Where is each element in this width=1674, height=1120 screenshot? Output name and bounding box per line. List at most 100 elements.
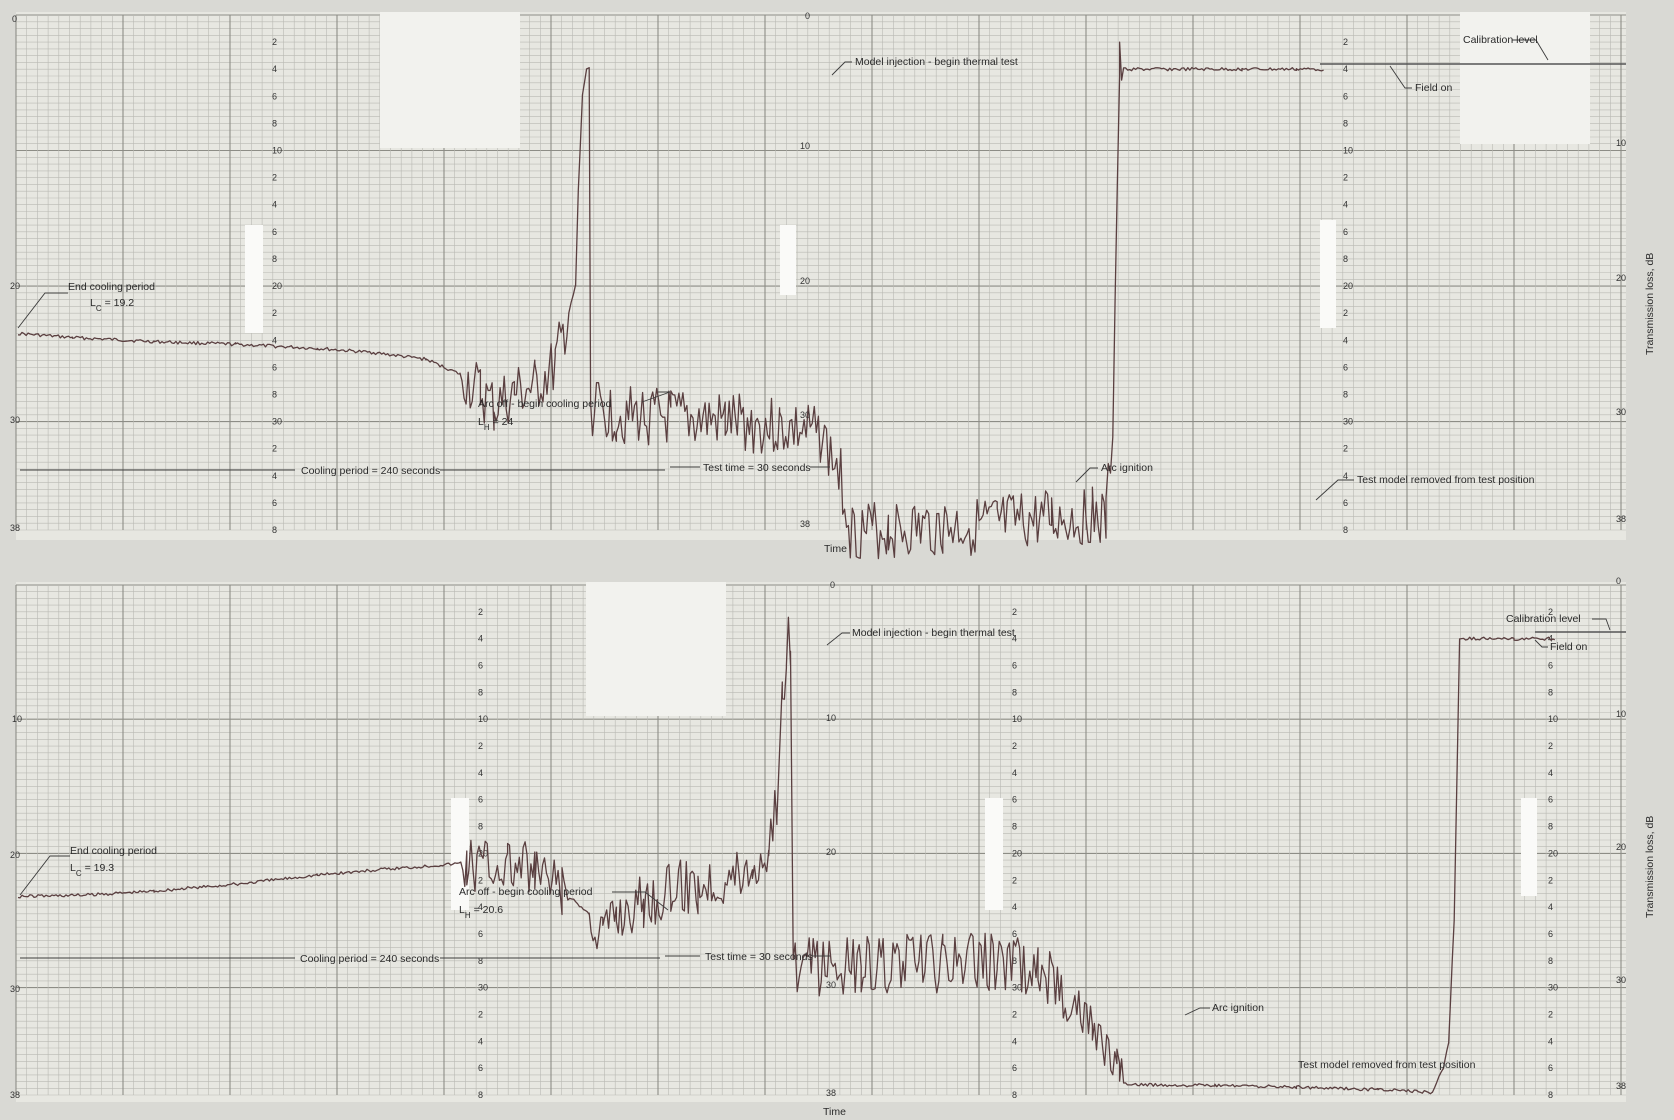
scale-numeral: 2 [1012, 875, 1017, 885]
scale-numeral: 20 [478, 848, 488, 858]
bottom-annotation-test-time: Test time = 30 seconds [705, 951, 813, 963]
scale-numeral: 2 [272, 308, 277, 318]
bottom-leader-calibration [1592, 618, 1611, 631]
bottom-blank-patch [586, 582, 726, 716]
scale-numeral: 4 [1343, 471, 1348, 481]
bottom-mid-tick-38: 38 [826, 1088, 836, 1098]
top-leader-test-model-removed [1315, 479, 1354, 501]
scale-numeral: 2 [1343, 444, 1348, 454]
top-left-tick-20: 20 [10, 281, 20, 291]
top-annotation-field-on: Field on [1415, 82, 1453, 94]
scale-numeral: 6 [1343, 91, 1348, 101]
scale-numeral: 8 [478, 956, 483, 966]
scale-numeral: 2 [1548, 741, 1553, 751]
top-leader-arc-ignition [1075, 467, 1098, 483]
scale-numeral: 10 [1548, 714, 1558, 724]
top-annotation-arc-ignition: Arc ignition [1101, 462, 1153, 474]
scale-numeral: 8 [1343, 254, 1348, 264]
top-left-tick-38: 38 [10, 523, 20, 533]
bottom-y-axis-label: Transmission loss, dB [1644, 816, 1656, 918]
scale-numeral: 4 [272, 471, 277, 481]
scale-numeral: 4 [478, 1036, 483, 1046]
top-right-tick-30: 30 [1616, 407, 1626, 417]
top-annotation-end-cooling: End cooling period [68, 281, 155, 293]
top-tick-labels: 2 4 6 8 10 2 4 6 8 20 2 4 6 8 30 2 4 6 8 2 4 6 8 10 2 4 6 8 20 2 4 6 8 30… [272, 37, 1353, 535]
top-mid-tick-0: 0 [805, 11, 810, 21]
top-annotation-lc-symbol: LC = 19.2 [90, 297, 134, 313]
scale-numeral: 8 [272, 525, 277, 535]
bottom-annotation-lh-symbol: LH = 20.6 [459, 904, 503, 920]
scale-numeral: 4 [272, 64, 277, 74]
scale-numeral: 10 [1012, 714, 1022, 724]
top-mid-tick-30: 30 [800, 410, 810, 420]
bottom-right-tick-30: 30 [1616, 975, 1626, 985]
scale-numeral: 8 [1012, 687, 1017, 697]
scale-numeral: 6 [272, 362, 277, 372]
scale-numeral: 20 [1343, 281, 1353, 291]
bottom-left-tick-30: 30 [10, 984, 20, 994]
top-blank-strip-2 [780, 225, 796, 295]
scale-numeral: 6 [478, 929, 483, 939]
scale-numeral: 6 [1548, 661, 1553, 671]
scale-numeral: 2 [1343, 173, 1348, 183]
top-leader-arc-off [641, 391, 671, 403]
scale-numeral: 6 [272, 498, 277, 508]
scale-numeral: 20 [1548, 848, 1558, 858]
scale-numeral: 6 [272, 91, 277, 101]
scale-numeral: 10 [272, 146, 282, 156]
scale-numeral: 4 [1343, 335, 1348, 345]
scale-numeral: 30 [1343, 417, 1353, 427]
scale-numeral: 6 [1343, 362, 1348, 372]
scale-numeral: 6 [1012, 1063, 1017, 1073]
top-leader-end-cooling [17, 292, 68, 329]
top-right-tick-10: 10 [1616, 138, 1626, 148]
scale-numeral: 4 [1548, 768, 1553, 778]
bottom-annotation-arc-off: Arc off - begin cooling period [459, 886, 593, 898]
top-mid-tick-20: 20 [800, 276, 810, 286]
bottom-trace-line [17, 616, 1556, 1095]
bottom-annotation-end-cooling: End cooling period [70, 845, 157, 857]
scale-numeral: 2 [478, 741, 483, 751]
scale-numeral: 8 [478, 687, 483, 697]
scale-numeral: 8 [1343, 390, 1348, 400]
top-leader-calibration [1512, 39, 1549, 61]
scale-numeral: 2 [1548, 1010, 1553, 1020]
top-annotation-test-model-removed: Test model removed from test position [1357, 474, 1535, 486]
scale-numeral: 8 [1012, 956, 1017, 966]
scale-numeral: 20 [272, 281, 282, 291]
scale-numeral: 2 [272, 173, 277, 183]
scale-numeral: 8 [272, 254, 277, 264]
bottom-mid-tick-20: 20 [826, 847, 836, 857]
scale-numeral: 2 [272, 444, 277, 454]
bottom-blank-strip-2 [985, 798, 1003, 910]
scale-numeral: 4 [478, 768, 483, 778]
top-mid-tick-10: 10 [800, 141, 810, 151]
top-trace-line [17, 41, 1324, 560]
scale-numeral: 6 [478, 661, 483, 671]
top-leader-model-injection [831, 61, 852, 76]
scale-numeral: 2 [272, 37, 277, 47]
bottom-left-tick-10: 10 [12, 714, 22, 724]
scale-numeral: 2 [478, 875, 483, 885]
scale-numeral: 6 [1343, 498, 1348, 508]
top-y-axis-label: Transmission loss, dB [1644, 253, 1656, 355]
scale-numeral: 2 [478, 607, 483, 617]
scale-numeral: 4 [272, 335, 277, 345]
scale-numeral: 2 [1548, 607, 1553, 617]
scale-numeral: 2 [1012, 607, 1017, 617]
scale-numeral: 8 [1548, 822, 1553, 832]
bottom-annotation-test-model-removed: Test model removed from test position [1298, 1059, 1476, 1071]
top-left-tick-0: 0 [12, 14, 17, 24]
top-blank-patch-2 [1460, 12, 1590, 144]
top-leader-field-on [1389, 65, 1412, 89]
scale-numeral: 2 [1343, 308, 1348, 318]
bottom-leader-end-cooling [19, 855, 70, 896]
top-mid-tick-38: 38 [800, 519, 810, 529]
top-annotation-cooling-period: Cooling period = 240 seconds [301, 465, 440, 477]
scale-numeral: 6 [1343, 227, 1348, 237]
scale-numeral: 8 [272, 390, 277, 400]
bottom-right-tick-38: 38 [1616, 1081, 1626, 1091]
scale-numeral: 8 [1548, 956, 1553, 966]
scale-numeral: 6 [478, 795, 483, 805]
bottom-tick-labels: 2 4 6 8 10 2 4 6 8 20 2 4 6 8 30 2 4 6 8 2 4 6 8 10 2 4 6 8 20 2 4 6 8 30… [478, 607, 1558, 1100]
